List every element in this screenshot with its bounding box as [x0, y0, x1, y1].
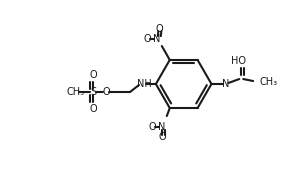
Text: CH₃: CH₃ [259, 77, 277, 87]
Text: S: S [90, 87, 96, 97]
Text: O: O [90, 70, 97, 80]
Text: O: O [90, 104, 97, 114]
Text: HO: HO [231, 56, 246, 66]
Text: O: O [158, 132, 166, 142]
Text: O: O [148, 122, 156, 132]
Text: N: N [158, 122, 166, 132]
Text: N: N [222, 79, 229, 89]
Text: CH₃: CH₃ [66, 87, 85, 97]
Text: N: N [153, 34, 160, 44]
Text: NH: NH [137, 79, 151, 89]
Text: O: O [143, 34, 151, 44]
Text: O: O [155, 24, 163, 34]
Text: O: O [102, 87, 110, 97]
